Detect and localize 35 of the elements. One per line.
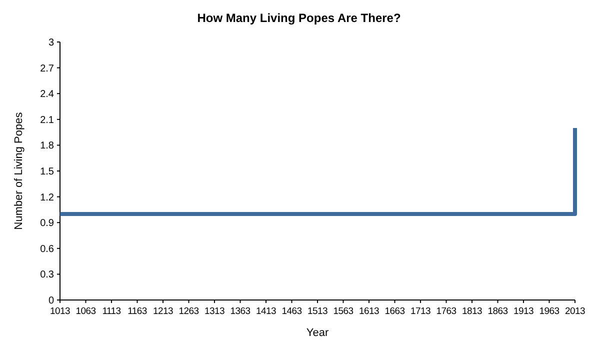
x-tick-label: 1263 [178,306,199,317]
x-tick-label: 2013 [565,306,585,317]
y-tick-label: 2.7 [40,63,54,74]
y-tick-label: 0 [48,296,54,306]
x-axis-title: Year [306,327,329,339]
y-tick-label: 2.1 [40,114,54,126]
chart-title: How Many Living Popes Are There? [197,11,401,25]
x-tick-label: 1063 [76,306,96,317]
x-tick-label: 1713 [410,306,430,317]
x-tick-label: 1863 [488,306,508,317]
y-tick-label: 1.8 [40,140,54,152]
y-tick-label: 2.4 [40,89,54,100]
x-tick-label: 1363 [230,306,250,317]
x-tick-label: 1763 [436,306,456,317]
x-tick-label: 1313 [204,306,224,317]
x-tick-label: 1613 [359,306,379,317]
x-tick-label: 1163 [128,306,147,317]
y-axis-title: Number of Living Popes [13,112,25,230]
x-tick-label: 1213 [153,306,173,317]
x-tick-label: 1413 [256,306,276,317]
x-tick-label: 1513 [308,306,328,317]
x-tick-label: 1963 [539,306,560,317]
x-tick-label: 1113 [102,306,121,317]
y-tick-label: 1.2 [40,192,54,204]
y-tick-label: 0.6 [40,244,54,255]
x-tick-label: 1463 [282,306,302,317]
y-tick-label: 1.5 [40,166,54,178]
x-tick-label: 1663 [384,306,405,317]
x-tick-label: 1813 [462,306,482,317]
y-tick-label: 0.9 [40,218,54,230]
x-tick-label: 1013 [50,306,70,317]
x-tick-label: 1913 [514,306,534,317]
x-tick-label: 1563 [333,306,354,317]
y-tick-label: 3 [48,38,54,48]
y-tick-label: 0.3 [40,270,54,281]
